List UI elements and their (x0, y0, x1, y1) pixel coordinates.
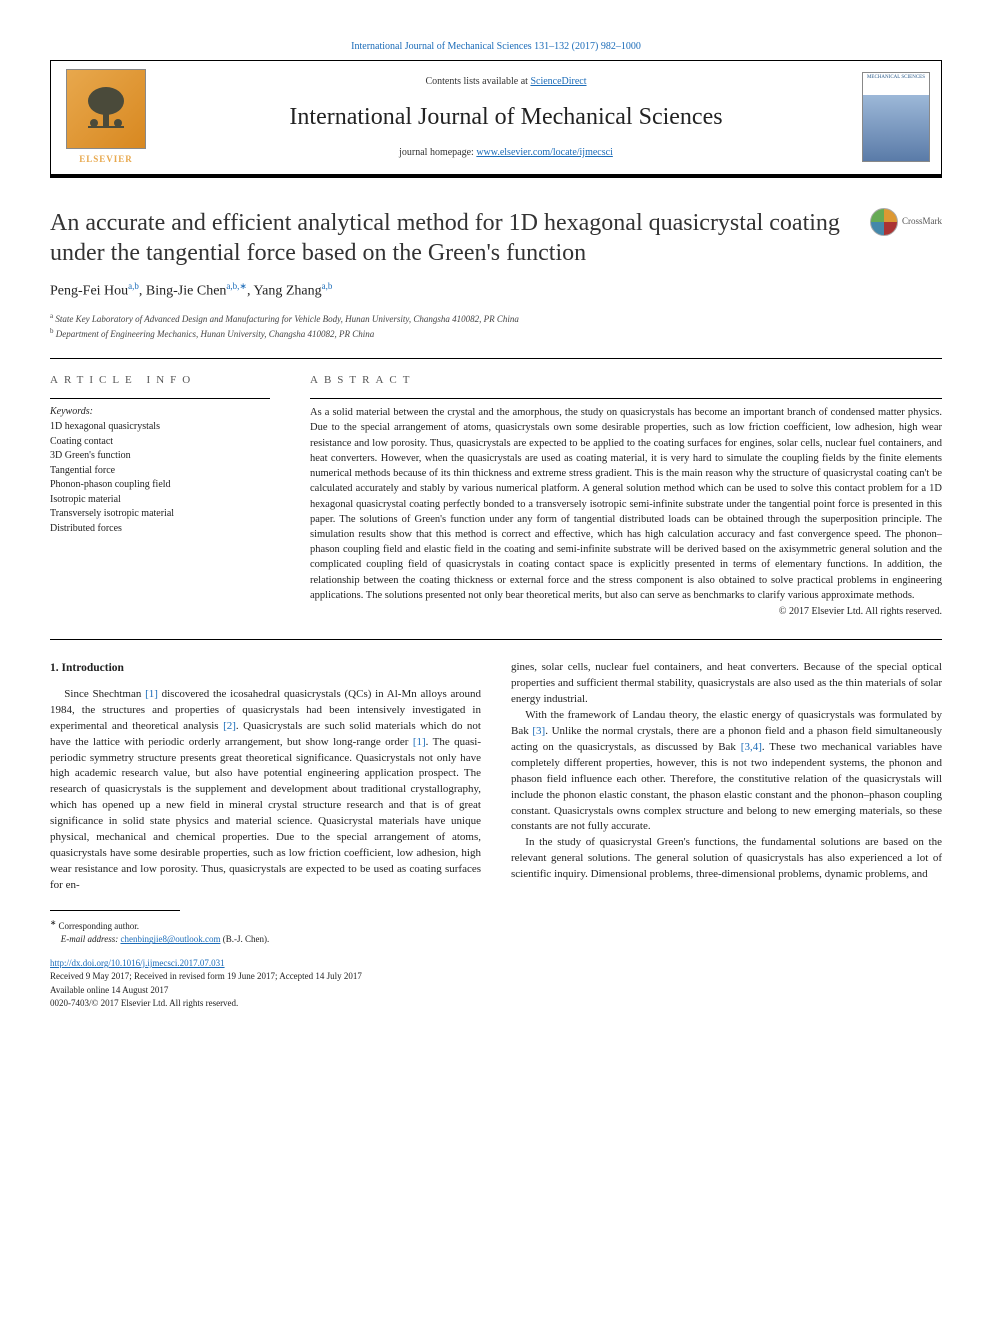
citation-link[interactable]: [1] (145, 688, 158, 700)
author-1-aff: a,b (128, 281, 139, 291)
crossmark-badge[interactable]: CrossMark (870, 208, 942, 236)
doi-link[interactable]: http://dx.doi.org/10.1016/j.ijmecsci.201… (50, 958, 225, 968)
abstract-copyright: © 2017 Elsevier Ltd. All rights reserved… (310, 605, 942, 619)
keyword: 1D hexagonal quasicrystals (50, 420, 270, 435)
abstract-block: ABSTRACT As a solid material between the… (310, 373, 942, 619)
keyword: 3D Green's function (50, 449, 270, 464)
citation-link[interactable]: [3,4] (741, 741, 762, 753)
abstract-divider (310, 398, 942, 399)
homepage-line: journal homepage: www.elsevier.com/locat… (181, 146, 831, 160)
text-run: Since Shechtman (64, 688, 145, 700)
publisher-logo-block: ELSEVIER (51, 61, 161, 174)
keywords-label: Keywords: (50, 405, 270, 419)
keyword: Tangential force (50, 464, 270, 479)
sciencedirect-link[interactable]: ScienceDirect (530, 76, 586, 87)
citation-link[interactable]: [2] (223, 720, 236, 732)
history-line: Received 9 May 2017; Received in revised… (50, 970, 942, 984)
article-info-block: ARTICLE INFO Keywords: 1D hexagonal quas… (50, 373, 270, 619)
contents-available-line: Contents lists available at ScienceDirec… (181, 75, 831, 89)
email-label: E-mail address: (61, 934, 118, 944)
body-col-left: 1. Introduction Since Shechtman [1] disc… (50, 660, 481, 894)
body-paragraph: Since Shechtman [1] discovered the icosa… (50, 687, 481, 894)
body-col-right: gines, solar cells, nuclear fuel contain… (511, 660, 942, 894)
author-3: Yang Zhang (253, 283, 321, 298)
body-paragraph: gines, solar cells, nuclear fuel contain… (511, 660, 942, 708)
keyword: Coating contact (50, 435, 270, 450)
doi-block: http://dx.doi.org/10.1016/j.ijmecsci.201… (50, 957, 942, 1011)
author-list: Peng-Fei Houa,b, Bing-Jie Chena,b,∗, Yan… (50, 280, 942, 301)
crossmark-label: CrossMark (902, 215, 942, 228)
body-columns: 1. Introduction Since Shechtman [1] disc… (50, 660, 942, 894)
contents-prefix: Contents lists available at (425, 76, 530, 87)
keyword: Transversely isotropic material (50, 507, 270, 522)
info-divider (50, 398, 270, 399)
journal-reference-link[interactable]: International Journal of Mechanical Scie… (50, 40, 942, 54)
issn-copyright-line: 0020-7403/© 2017 Elsevier Ltd. All right… (50, 997, 942, 1011)
footnote-divider (50, 910, 180, 911)
citation-link[interactable]: [1] (413, 736, 426, 748)
keyword: Distributed forces (50, 522, 270, 537)
text-run: . These two mechanical variables have co… (511, 741, 942, 833)
author-2: Bing-Jie Chen (146, 283, 227, 298)
affiliation-b: Department of Engineering Mechanics, Hun… (56, 329, 374, 339)
journal-cover-thumb-block: MECHANICAL SCIENCES (851, 61, 941, 174)
section-heading: 1. Introduction (50, 660, 481, 677)
homepage-prefix: journal homepage: (399, 147, 476, 158)
affiliations: a State Key Laboratory of Advanced Desig… (50, 311, 942, 342)
article-info-heading: ARTICLE INFO (50, 373, 270, 388)
publisher-name: ELSEVIER (79, 153, 133, 166)
text-run: . The quasi-periodic symmetry structure … (50, 736, 481, 891)
affiliation-a: State Key Laboratory of Advanced Design … (55, 314, 519, 324)
journal-cover-icon: MECHANICAL SCIENCES (862, 72, 930, 162)
online-date-line: Available online 14 August 2017 (50, 984, 942, 998)
cover-mini-title: MECHANICAL SCIENCES (865, 75, 927, 80)
crossmark-icon (870, 208, 898, 236)
author-2-aff: a,b,∗ (226, 281, 247, 291)
footnotes: ∗ Corresponding author. E-mail address: … (50, 917, 942, 947)
body-paragraph: With the framework of Landau theory, the… (511, 708, 942, 836)
author-3-aff: a,b (322, 281, 333, 291)
abstract-heading: ABSTRACT (310, 373, 942, 388)
email-attr: (B.-J. Chen). (223, 934, 270, 944)
masthead: ELSEVIER Contents lists available at Sci… (50, 60, 942, 178)
body-paragraph: In the study of quasicrystal Green's fun… (511, 835, 942, 883)
divider (50, 358, 942, 359)
homepage-link[interactable]: www.elsevier.com/locate/ijmecsci (476, 147, 613, 158)
elsevier-tree-icon (66, 69, 146, 149)
paper-title: An accurate and efficient analytical met… (50, 208, 850, 268)
citation-link[interactable]: [3] (532, 725, 545, 737)
keywords-list: 1D hexagonal quasicrystals Coating conta… (50, 420, 270, 536)
corresponding-email-link[interactable]: chenbingjie8@outlook.com (120, 934, 220, 944)
keyword: Phonon-phason coupling field (50, 478, 270, 493)
corresponding-author-label: Corresponding author. (59, 921, 140, 931)
author-1: Peng-Fei Hou (50, 283, 128, 298)
abstract-text: As a solid material between the crystal … (310, 405, 942, 603)
journal-title: International Journal of Mechanical Scie… (181, 101, 831, 135)
keyword: Isotropic material (50, 493, 270, 508)
divider (50, 639, 942, 640)
